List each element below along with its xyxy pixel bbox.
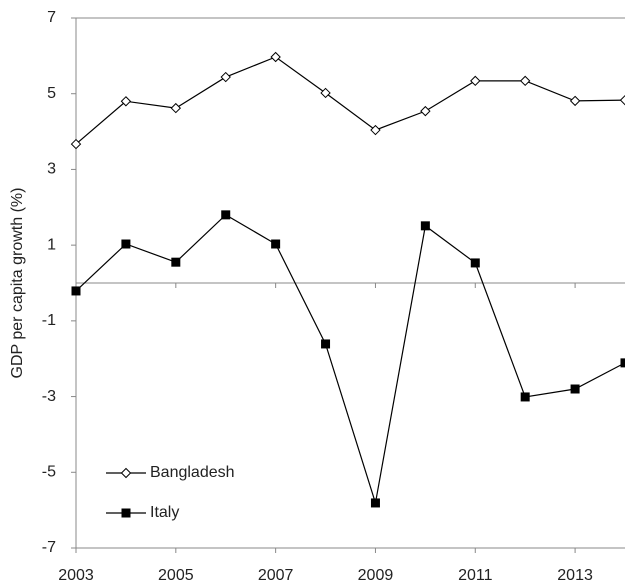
marker [70,138,82,150]
y-tick-label: 7 [47,9,56,26]
y-tick-label: 3 [47,161,56,178]
marker [619,94,625,106]
y-tick-label: 5 [47,85,56,102]
y-tick-label: -1 [42,312,56,329]
y-axis-label: GDP per capita growth (%) [9,188,26,379]
x-tick-label: 2013 [557,567,593,584]
legend-marker [120,467,132,479]
marker [420,221,430,231]
series-line [75,214,625,504]
marker [171,257,181,267]
marker [520,392,530,402]
marker [170,102,182,114]
marker [320,87,331,99]
x-tick-label: 2011 [458,567,493,584]
marker [120,96,132,107]
marker [370,498,380,508]
marker [570,384,580,394]
marker [321,339,331,349]
marker [220,71,231,83]
series-line [75,56,625,145]
marker [470,258,480,268]
marker [569,95,581,107]
y-tick-label: 1 [47,236,56,253]
marker [271,239,281,249]
legend-label: Italy [150,504,179,521]
x-tick-label: 2009 [358,567,394,584]
marker [71,286,81,296]
marker [620,358,625,368]
x-tick-label: 2007 [258,567,294,584]
marker [420,105,431,117]
x-tick-label: 2003 [58,567,94,584]
y-tick-label: -3 [42,388,56,405]
legend-marker [121,508,131,518]
marker [221,210,231,220]
marker [121,239,131,249]
legend-label: Bangladesh [150,464,235,481]
marker [370,124,381,136]
marker [519,75,531,87]
y-tick-label: -7 [42,539,56,556]
marker [270,51,281,63]
x-tick-label: 2005 [158,567,194,584]
marker [470,75,481,87]
y-tick-label: -5 [42,464,56,481]
